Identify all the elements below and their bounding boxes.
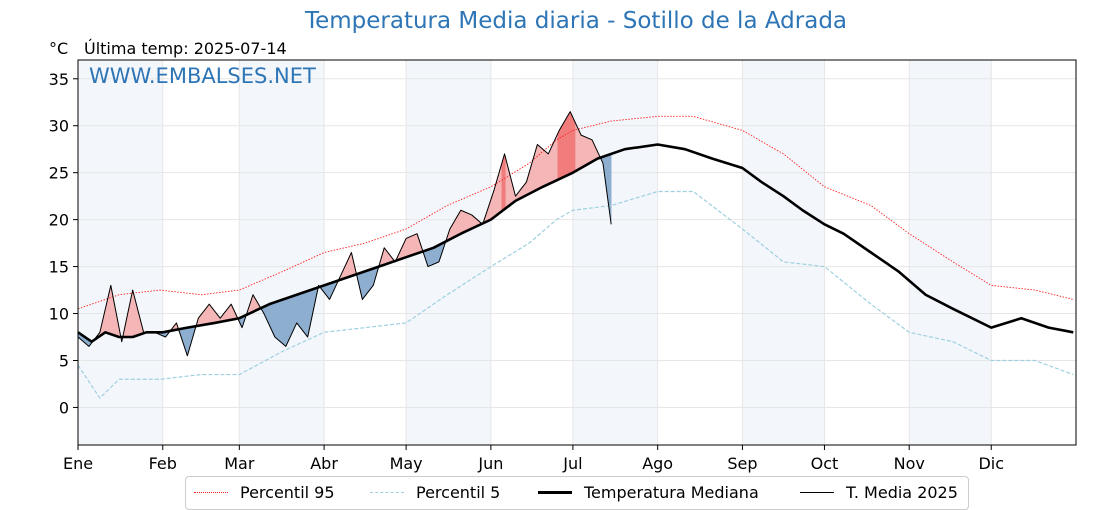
y-tick-label: 30: [49, 117, 69, 136]
month-band: [78, 60, 163, 445]
x-tick-label: Nov: [894, 454, 925, 473]
x-axis-ticks: Ene Feb Mar Abr May Jun Jul Ago Sep Oct Nov Dic: [63, 445, 1004, 473]
x-tick-label: Oct: [811, 454, 839, 473]
x-tick-label: Abr: [310, 454, 338, 473]
x-tick-label: Jul: [562, 454, 582, 473]
y-tick-label: 15: [49, 258, 69, 277]
watermark: WWW.EMBALSES.NET: [89, 64, 316, 88]
y-tick-label: 35: [49, 70, 69, 89]
month-band: [742, 60, 824, 445]
legend-label-p95: Percentil 95: [240, 483, 335, 502]
legend: Percentil 95 Percentil 5 Temperatura Med…: [185, 476, 969, 510]
y-tick-label: 5: [59, 351, 69, 370]
legend-swatch-p5: [370, 492, 404, 493]
x-tick-label: Ene: [63, 454, 93, 473]
x-tick-label: Feb: [149, 454, 177, 473]
y-tick-label: 25: [49, 164, 69, 183]
x-tick-label: Jun: [477, 454, 503, 473]
y-axis-ticks: 0 5 10 15 20 25 30 35: [49, 70, 78, 418]
y-tick-label: 0: [59, 398, 69, 417]
legend-label-p5: Percentil 5: [416, 483, 500, 502]
month-band: [239, 60, 324, 445]
legend-swatch-median: [538, 491, 572, 494]
legend-label-median: Temperatura Mediana: [584, 483, 759, 502]
legend-swatch-current: [800, 492, 834, 493]
x-tick-label: May: [390, 454, 423, 473]
y-tick-label: 20: [49, 211, 69, 230]
month-band: [909, 60, 991, 445]
legend-swatch-p95: [194, 492, 228, 493]
legend-label-current: T. Media 2025: [846, 483, 958, 502]
x-tick-label: Sep: [727, 454, 757, 473]
x-tick-label: Mar: [224, 454, 255, 473]
month-bands: [78, 60, 991, 445]
y-tick-label: 10: [49, 305, 69, 324]
x-tick-label: Ago: [642, 454, 673, 473]
x-tick-label: Dic: [978, 454, 1004, 473]
month-band: [573, 60, 658, 445]
